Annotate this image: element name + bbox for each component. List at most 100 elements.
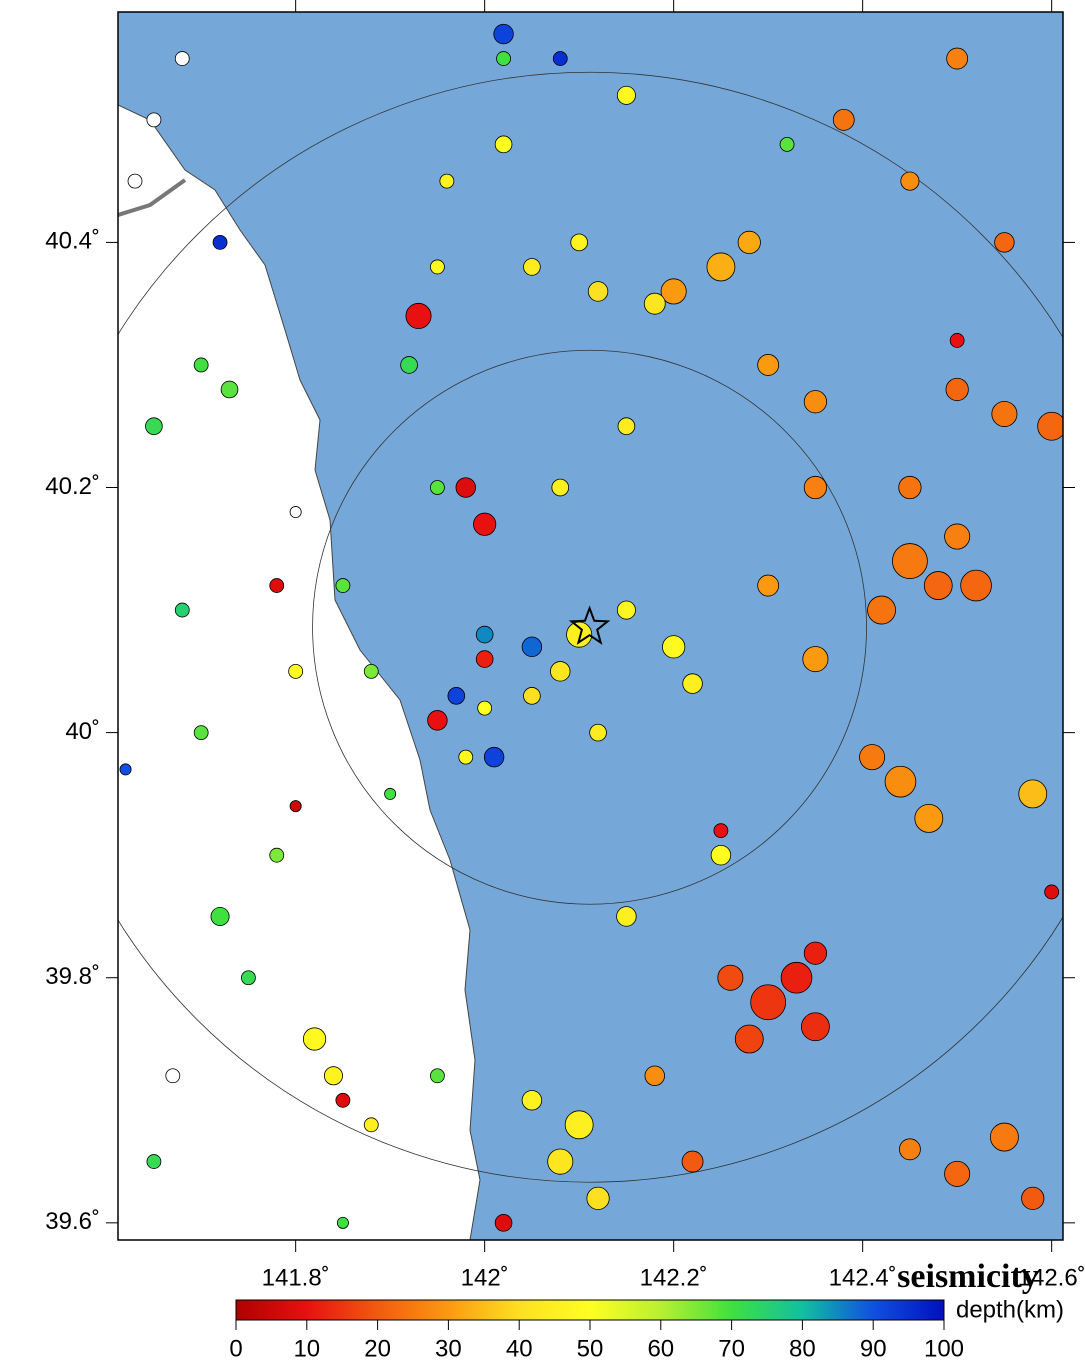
earthquake <box>867 595 896 625</box>
earthquake <box>550 661 571 682</box>
earthquake <box>212 235 228 250</box>
earthquake <box>589 723 607 742</box>
y-tick-label: 40.2˚ <box>45 473 100 500</box>
earthquake <box>174 51 190 66</box>
earthquake <box>447 687 466 705</box>
earthquake <box>241 970 256 986</box>
earthquake <box>566 621 593 648</box>
earthquake <box>193 725 209 741</box>
earthquake <box>949 333 965 348</box>
distance-ring <box>118 71 1063 1183</box>
earthquake <box>616 906 637 927</box>
earthquake <box>288 663 304 679</box>
earthquake <box>884 765 917 798</box>
earthquake <box>586 1186 610 1210</box>
earthquake <box>750 984 787 1021</box>
colorbar-tick-label: 40 <box>506 1335 533 1360</box>
earthquake <box>494 1214 513 1232</box>
earthquake <box>662 635 686 659</box>
earthquake <box>682 673 703 694</box>
earthquake <box>944 523 971 550</box>
border <box>118 178 187 217</box>
earthquake <box>439 173 455 189</box>
earthquake <box>944 1160 971 1187</box>
earthquake <box>945 377 969 402</box>
colorbar-tick-label: 20 <box>364 1335 391 1360</box>
earthquake <box>289 800 302 813</box>
earthquake <box>960 569 992 602</box>
y-tick-label: 39.8˚ <box>45 963 100 990</box>
earthquake <box>475 625 494 644</box>
earthquake <box>455 477 476 498</box>
earthquake <box>779 136 795 152</box>
earthquake <box>660 278 687 305</box>
colorbar-tick-label: 0 <box>229 1335 242 1360</box>
earthquake <box>757 574 780 597</box>
earthquake <box>737 230 761 255</box>
earthquake <box>174 602 190 618</box>
earthquake <box>458 749 474 765</box>
earthquake <box>706 252 736 282</box>
x-tick-label: 142˚ <box>461 1264 509 1291</box>
earthquake <box>477 700 493 716</box>
earthquake <box>494 135 513 154</box>
earthquake <box>803 475 828 500</box>
earthquake <box>473 512 497 536</box>
earthquake <box>832 108 855 131</box>
frame <box>117 11 1064 1241</box>
earthquake <box>483 746 505 768</box>
earthquake <box>587 281 609 302</box>
earthquake <box>643 292 666 315</box>
earthquake <box>803 941 828 965</box>
earthquake <box>523 258 541 276</box>
earthquake <box>898 475 922 500</box>
earthquake <box>757 354 780 376</box>
earthquake <box>119 763 132 776</box>
earthquake <box>220 380 239 399</box>
earthquake <box>551 478 570 497</box>
earthquake <box>803 390 828 414</box>
earthquake <box>713 823 729 839</box>
distance-ring <box>312 349 867 905</box>
earthquake <box>496 51 511 66</box>
earthquake <box>899 1138 921 1161</box>
earthquake <box>801 1012 830 1042</box>
earthquake <box>146 1154 162 1169</box>
earthquake <box>302 1027 327 1051</box>
earthquake <box>991 400 1018 427</box>
earthquake <box>1018 779 1048 809</box>
earthquake <box>210 906 230 926</box>
colorbar-tick-label: 60 <box>647 1335 674 1360</box>
colorbar-tick-label: 50 <box>577 1335 604 1360</box>
earthquake <box>335 1092 351 1108</box>
earthquake <box>923 571 953 600</box>
earthquake <box>734 1024 764 1054</box>
earthquake <box>146 112 162 128</box>
colorbar-tick-label: 70 <box>718 1335 745 1360</box>
earthquake <box>1044 884 1060 900</box>
earthquake <box>430 1068 445 1084</box>
x-tick-label: 142.2˚ <box>640 1264 708 1291</box>
earthquake <box>165 1068 181 1084</box>
earthquake <box>493 23 514 45</box>
earthquake <box>717 964 744 991</box>
earthquake <box>681 1150 704 1173</box>
y-tick-label: 39.6˚ <box>45 1208 100 1235</box>
earthquake <box>193 357 209 373</box>
earthquake <box>521 1090 543 1111</box>
earthquake <box>946 47 969 70</box>
earthquake <box>617 417 636 436</box>
earthquake <box>384 787 397 800</box>
earthquake <box>1037 411 1063 441</box>
x-tick-label: 141.8˚ <box>262 1264 330 1291</box>
earthquake <box>335 578 351 593</box>
mainshock <box>568 605 611 645</box>
earthquake <box>644 1065 665 1086</box>
earthquake <box>892 543 928 579</box>
colorbar-tick-label: 80 <box>789 1335 816 1360</box>
x-tick-label: 142.4˚ <box>829 1264 897 1291</box>
y-tick-label: 40.4˚ <box>45 228 100 255</box>
earthquake <box>1021 1186 1045 1210</box>
earthquake <box>323 1066 343 1086</box>
earthquake <box>405 302 432 329</box>
